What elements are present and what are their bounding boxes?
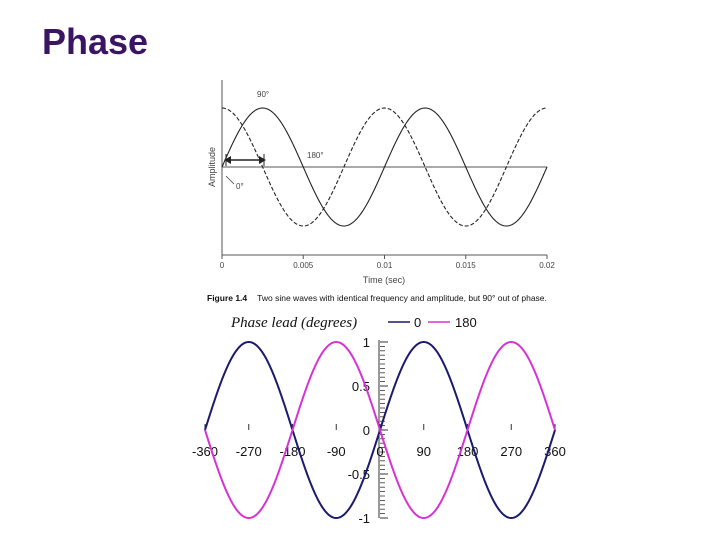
c2-x-tick-label: -270 [236, 444, 262, 459]
c1-annotation-0: 0° [236, 182, 244, 191]
c2-legend-label-0: 0 [414, 315, 421, 330]
c1-annotation-180: 180° [307, 151, 324, 160]
c1-phase-arrow-left-head [224, 156, 231, 164]
c2-x-tick-label: 90 [417, 444, 431, 459]
c2-x-tick-label: 270 [500, 444, 522, 459]
figure-number: Figure 1.4 [207, 293, 248, 303]
c1-x-ticks: 0 0.005 0.01 0.015 0.02 [220, 255, 555, 270]
c2-y-tick-label: 1 [363, 335, 370, 350]
figure-caption: Figure 1.4 Two sine waves with identical … [207, 293, 587, 303]
c1-x-tick-label: 0.01 [377, 261, 393, 270]
c2-series-line-180 [204, 341, 556, 519]
c1-x-axis-label: Time (sec) [363, 275, 405, 285]
c2-plot-background [185, 310, 563, 525]
c1-x-tick-label: 0.015 [456, 261, 477, 270]
figure-caption-text: Two sine waves with identical frequency … [257, 293, 547, 303]
c1-annotation-leader [225, 175, 235, 185]
c1-annotation-90: 90° [257, 90, 269, 99]
c1-y-axis-label: Amplitude [207, 147, 217, 187]
c2-legend-title: Phase lead (degrees) [230, 315, 357, 331]
c1-series-line-0 [221, 107, 548, 227]
c2-x-tick-label: 0 [376, 444, 383, 459]
c2-legend-label-180: 180 [455, 315, 477, 330]
c1-x-tick-label: 0.005 [293, 261, 314, 270]
c1-series-group [221, 107, 548, 227]
c2-y-tick-label: -1 [358, 511, 370, 526]
c2-x-tick-label: -90 [327, 444, 346, 459]
c2-series-group [204, 341, 556, 519]
c1-phase-arrow-right-head [259, 156, 266, 164]
c1-x-tick-label: 0 [220, 261, 225, 270]
slide-title: Phase [42, 21, 149, 62]
c1-x-tick-label: 0.02 [539, 261, 555, 270]
c1-series-line-90 [221, 107, 548, 227]
c2-y-tick-label: 0.5 [352, 379, 370, 394]
c2-y-tick-label: 0 [363, 423, 370, 438]
